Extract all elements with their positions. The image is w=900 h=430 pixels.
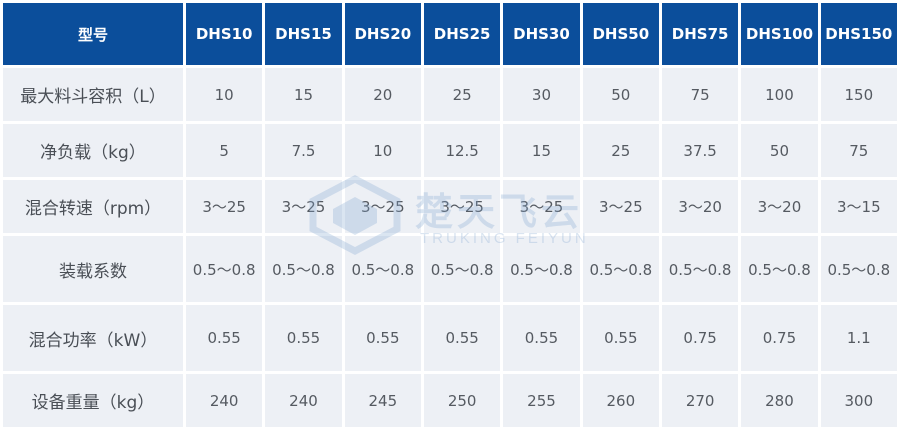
table-cell: 260 xyxy=(582,374,659,427)
table-cell: 0.5～0.8 xyxy=(423,236,501,302)
table-cell: 3～25 xyxy=(423,180,501,233)
table-cell: 0.55 xyxy=(186,305,263,371)
table-cell: 75 xyxy=(820,124,897,177)
table-cell: 3～25 xyxy=(503,180,580,233)
table-cell: 240 xyxy=(186,374,263,427)
table-row: 混合功率（kW） 0.55 0.55 0.55 0.55 0.55 0.55 0… xyxy=(3,305,897,371)
row-label: 装载系数 xyxy=(3,236,183,302)
table-cell: 0.5～0.8 xyxy=(661,236,739,302)
table-cell: 0.5～0.8 xyxy=(265,236,342,302)
table-cell: 0.5～0.8 xyxy=(503,236,580,302)
table-cell: 3～15 xyxy=(820,180,897,233)
table-cell: 30 xyxy=(503,68,580,121)
table-cell: 3～20 xyxy=(661,180,739,233)
table-cell: 37.5 xyxy=(661,124,739,177)
table-cell: 15 xyxy=(503,124,580,177)
table-cell: 50 xyxy=(582,68,659,121)
model-header: DHS15 xyxy=(265,3,342,65)
table-cell: 0.75 xyxy=(741,305,818,371)
table-cell: 3～20 xyxy=(741,180,818,233)
table-cell: 270 xyxy=(661,374,739,427)
table-row: 装载系数 0.5～0.8 0.5～0.8 0.5～0.8 0.5～0.8 0.5… xyxy=(3,236,897,302)
header-label: 型号 xyxy=(3,3,183,65)
table-cell: 25 xyxy=(423,68,501,121)
table-cell: 280 xyxy=(741,374,818,427)
table-cell: 0.55 xyxy=(265,305,342,371)
table-cell: 3～25 xyxy=(265,180,342,233)
table-cell: 0.5～0.8 xyxy=(741,236,818,302)
table-row: 最大料斗容积（L） 10 15 20 25 30 50 75 100 150 xyxy=(3,68,897,121)
table-cell: 10 xyxy=(344,124,421,177)
table-cell: 1.1 xyxy=(820,305,897,371)
row-label: 设备重量（kg） xyxy=(3,374,183,427)
row-label: 最大料斗容积（L） xyxy=(3,68,183,121)
table-cell: 255 xyxy=(503,374,580,427)
table-cell: 300 xyxy=(820,374,897,427)
table-cell: 250 xyxy=(423,374,501,427)
table-cell: 0.5～0.8 xyxy=(186,236,263,302)
model-header: DHS100 xyxy=(741,3,818,65)
table-cell: 0.5～0.8 xyxy=(582,236,659,302)
table-cell: 3～25 xyxy=(186,180,263,233)
table-cell: 150 xyxy=(820,68,897,121)
table-cell: 0.5～0.8 xyxy=(820,236,897,302)
table-cell: 0.5～0.8 xyxy=(344,236,421,302)
row-label: 净负载（kg） xyxy=(3,124,183,177)
model-header: DHS50 xyxy=(582,3,659,65)
table-cell: 3～25 xyxy=(582,180,659,233)
model-header: DHS20 xyxy=(344,3,421,65)
table-cell: 3～25 xyxy=(344,180,421,233)
table-cell: 25 xyxy=(582,124,659,177)
table-cell: 15 xyxy=(265,68,342,121)
model-header: DHS25 xyxy=(423,3,501,65)
model-header: DHS10 xyxy=(186,3,263,65)
table-cell: 75 xyxy=(661,68,739,121)
table-cell: 7.5 xyxy=(265,124,342,177)
header-row: 型号 DHS10 DHS15 DHS20 DHS25 DHS30 DHS50 D… xyxy=(3,3,897,65)
table-cell: 10 xyxy=(186,68,263,121)
table-cell: 240 xyxy=(265,374,342,427)
table-cell: 0.55 xyxy=(503,305,580,371)
model-header: DHS30 xyxy=(503,3,580,65)
table-cell: 5 xyxy=(186,124,263,177)
table-row: 混合转速（rpm） 3～25 3～25 3～25 3～25 3～25 3～25 … xyxy=(3,180,897,233)
table-cell: 0.55 xyxy=(344,305,421,371)
table-cell: 245 xyxy=(344,374,421,427)
table-cell: 0.75 xyxy=(661,305,739,371)
table-cell: 20 xyxy=(344,68,421,121)
row-label: 混合功率（kW） xyxy=(3,305,183,371)
table-cell: 0.55 xyxy=(423,305,501,371)
table-row: 设备重量（kg） 240 240 245 250 255 260 270 280… xyxy=(3,374,897,427)
table-cell: 100 xyxy=(741,68,818,121)
model-header: DHS150 xyxy=(820,3,897,65)
table-row: 净负载（kg） 5 7.5 10 12.5 15 25 37.5 50 75 xyxy=(3,124,897,177)
row-label: 混合转速（rpm） xyxy=(3,180,183,233)
model-header: DHS75 xyxy=(661,3,739,65)
table-cell: 50 xyxy=(741,124,818,177)
table-cell: 12.5 xyxy=(423,124,501,177)
table-cell: 0.55 xyxy=(582,305,659,371)
